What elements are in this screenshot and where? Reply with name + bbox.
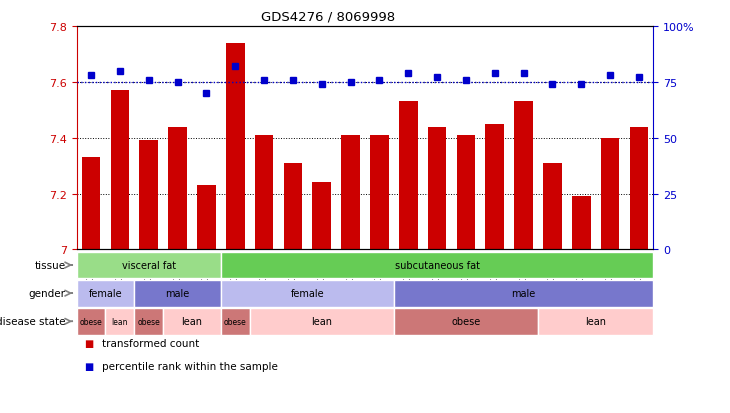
Bar: [514, 102, 533, 250]
Text: lean: lean: [585, 316, 606, 327]
Text: GDS4276 / 8069998: GDS4276 / 8069998: [261, 10, 396, 23]
Bar: [601, 138, 620, 250]
Text: female: female: [88, 288, 123, 299]
Text: obese: obese: [451, 316, 480, 327]
Bar: [110, 91, 129, 250]
Text: male: male: [512, 288, 536, 299]
Text: female: female: [291, 288, 324, 299]
Bar: [226, 43, 245, 250]
Bar: [428, 127, 447, 250]
Bar: [572, 197, 591, 250]
Bar: [168, 127, 187, 250]
Bar: [312, 183, 331, 250]
Bar: [456, 135, 475, 250]
Text: obese: obese: [224, 317, 247, 326]
Bar: [341, 135, 360, 250]
Bar: [139, 141, 158, 250]
Text: ■: ■: [84, 361, 93, 371]
Text: visceral fat: visceral fat: [122, 260, 176, 271]
Text: gender: gender: [28, 288, 66, 299]
Bar: [370, 135, 389, 250]
Text: lean: lean: [112, 317, 128, 326]
Text: subcutaneous fat: subcutaneous fat: [395, 260, 480, 271]
Bar: [197, 186, 216, 250]
Bar: [399, 102, 418, 250]
Text: transformed count: transformed count: [102, 338, 199, 348]
Text: lean: lean: [182, 316, 202, 327]
Text: obese: obese: [137, 317, 160, 326]
Text: obese: obese: [80, 317, 102, 326]
Bar: [82, 158, 101, 250]
Bar: [543, 164, 562, 250]
Text: ■: ■: [84, 338, 93, 348]
Bar: [629, 127, 648, 250]
Text: lean: lean: [311, 316, 332, 327]
Bar: [255, 135, 274, 250]
Text: percentile rank within the sample: percentile rank within the sample: [102, 361, 278, 371]
Text: disease state: disease state: [0, 316, 66, 327]
Bar: [485, 124, 504, 250]
Bar: [283, 164, 302, 250]
Text: tissue: tissue: [34, 260, 66, 271]
Text: male: male: [166, 288, 190, 299]
